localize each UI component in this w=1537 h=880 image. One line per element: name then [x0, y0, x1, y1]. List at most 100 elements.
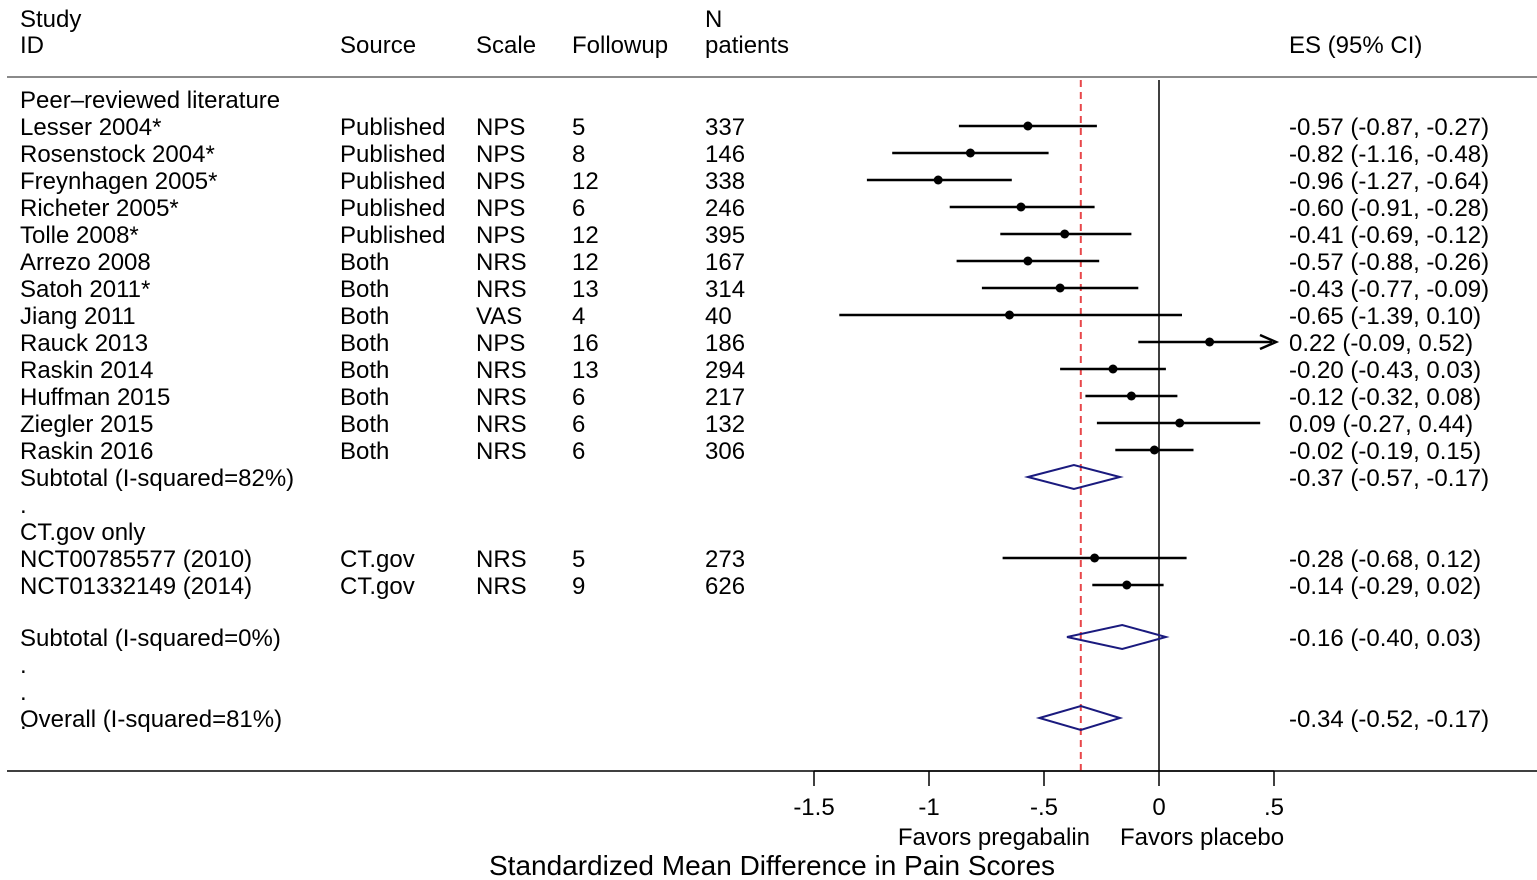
study-source: Both: [340, 330, 389, 357]
study-source: Published: [340, 114, 445, 141]
study-es-ci: -0.60 (-0.91, -0.28): [1289, 195, 1489, 222]
point-estimate: [1108, 364, 1118, 374]
study-es-ci: -0.14 (-0.29, 0.02): [1289, 573, 1481, 600]
study-es-ci: 0.09 (-0.27, 0.44): [1289, 411, 1473, 438]
study-n: 40: [705, 303, 732, 330]
study-followup: 8: [572, 141, 585, 168]
study-followup: 13: [572, 276, 599, 303]
study-scale: NRS: [476, 276, 527, 303]
study-followup: 6: [572, 411, 585, 438]
study-source: Published: [340, 195, 445, 222]
header-followup: Followup: [572, 32, 668, 59]
study-es-ci: -0.43 (-0.77, -0.09): [1289, 276, 1489, 303]
study-scale: NPS: [476, 114, 525, 141]
favors-placebo-label: Favors placebo: [1120, 824, 1284, 851]
study-source: CT.gov: [340, 573, 415, 600]
study-scale: NPS: [476, 195, 525, 222]
study-scale: NPS: [476, 168, 525, 195]
point-estimate: [1205, 337, 1215, 347]
study-n: 217: [705, 384, 745, 411]
spacer-dot: .: [20, 492, 27, 519]
study-es-ci: -0.82 (-1.16, -0.48): [1289, 141, 1489, 168]
study-id: Tolle 2008*: [20, 222, 139, 249]
point-estimate: [1122, 580, 1132, 590]
spacer-dot: .: [20, 679, 27, 706]
study-followup: 12: [572, 168, 599, 195]
point-estimate: [1055, 283, 1065, 293]
study-source: Published: [340, 141, 445, 168]
subtotal-label: Subtotal (I-squared=82%): [20, 465, 294, 492]
study-es-ci: -0.41 (-0.69, -0.12): [1289, 222, 1489, 249]
spacer-dot: .: [20, 708, 27, 735]
study-scale: NRS: [476, 546, 527, 573]
point-estimate: [1023, 121, 1033, 131]
point-estimate: [1175, 418, 1185, 428]
study-n: 246: [705, 195, 745, 222]
subtotal-label: Subtotal (I-squared=0%): [20, 625, 281, 652]
study-scale: NPS: [476, 330, 525, 357]
x-tick-label: -1: [918, 794, 939, 821]
subtotal-diamond: [1023, 463, 1124, 491]
overall-label: Overall (I-squared=81%): [20, 706, 282, 733]
study-followup: 5: [572, 546, 585, 573]
study-followup: 6: [572, 438, 585, 465]
study-es-ci: -0.02 (-0.19, 0.15): [1289, 438, 1481, 465]
study-followup: 4: [572, 303, 585, 330]
point-estimate: [933, 175, 943, 185]
study-id: Arrezo 2008: [20, 249, 151, 276]
study-id: Richeter 2005*: [20, 195, 179, 222]
study-source: Both: [340, 303, 389, 330]
study-es-ci: -0.28 (-0.68, 0.12): [1289, 546, 1481, 573]
study-id: Freynhagen 2005*: [20, 168, 217, 195]
study-followup: 12: [572, 222, 599, 249]
spacer-dot: .: [20, 652, 27, 679]
ci-arrow: [1259, 333, 1280, 351]
study-scale: NPS: [476, 222, 525, 249]
study-followup: 9: [572, 573, 585, 600]
study-id: Satoh 2011*: [20, 276, 150, 303]
point-estimate: [965, 148, 975, 158]
study-es-ci: 0.22 (-0.09, 0.52): [1289, 330, 1473, 357]
header-study-line1: Study: [20, 6, 81, 33]
study-n: 314: [705, 276, 745, 303]
study-scale: NRS: [476, 249, 527, 276]
study-scale: NRS: [476, 357, 527, 384]
point-estimate: [1016, 202, 1026, 212]
study-id: Ziegler 2015: [20, 411, 153, 438]
study-n: 337: [705, 114, 745, 141]
study-id: Raskin 2014: [20, 357, 153, 384]
study-scale: NRS: [476, 438, 527, 465]
study-source: Both: [340, 276, 389, 303]
header-study-line2: ID: [20, 32, 44, 59]
study-n: 294: [705, 357, 745, 384]
study-es-ci: -0.65 (-1.39, 0.10): [1289, 303, 1481, 330]
plot-marks: [839, 80, 1280, 771]
study-n: 273: [705, 546, 745, 573]
study-id: NCT00785577 (2010): [20, 546, 252, 573]
study-scale: VAS: [476, 303, 522, 330]
study-followup: 13: [572, 357, 599, 384]
study-source: CT.gov: [340, 546, 415, 573]
overall-diamond: [1035, 704, 1124, 732]
study-followup: 5: [572, 114, 585, 141]
study-scale: NRS: [476, 411, 527, 438]
header-scale: Scale: [476, 32, 536, 59]
header-es: ES (95% CI): [1289, 32, 1422, 59]
study-source: Both: [340, 249, 389, 276]
study-id: Rauck 2013: [20, 330, 148, 357]
study-n: 306: [705, 438, 745, 465]
point-estimate: [1005, 310, 1014, 320]
study-es-ci: -0.57 (-0.87, -0.27): [1289, 114, 1489, 141]
point-estimate: [1126, 391, 1136, 401]
subtotal-es-ci: -0.16 (-0.40, 0.03): [1289, 625, 1481, 652]
study-source: Both: [340, 357, 389, 384]
overall-es-ci: -0.34 (-0.52, -0.17): [1289, 706, 1489, 733]
study-id: Lesser 2004*: [20, 114, 161, 141]
x-tick-label: -.5: [1030, 794, 1058, 821]
x-tick-label: .5: [1264, 794, 1284, 821]
header-n-line1: N: [705, 6, 722, 33]
study-n: 167: [705, 249, 745, 276]
study-id: Raskin 2016: [20, 438, 153, 465]
